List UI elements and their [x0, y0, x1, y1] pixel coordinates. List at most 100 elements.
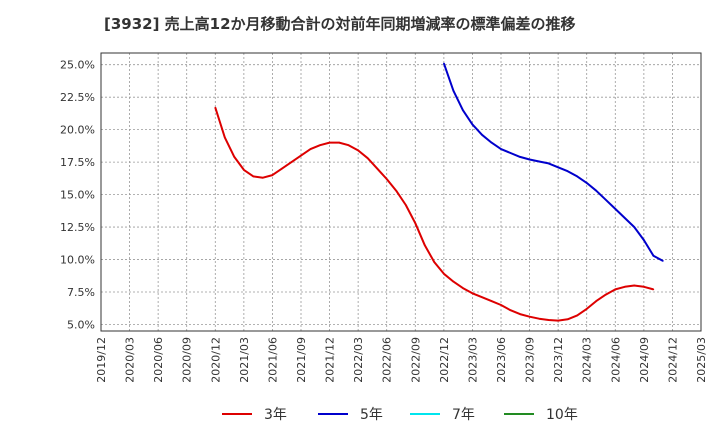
- data-point: [605, 293, 607, 296]
- data-point: [528, 158, 531, 161]
- data-point: [538, 317, 540, 320]
- data-point: [452, 89, 455, 92]
- data-point: [252, 175, 255, 178]
- x-tick-label: 2021/06: [266, 337, 279, 383]
- data-point: [566, 318, 569, 321]
- data-point: [643, 286, 645, 288]
- data-point: [462, 109, 464, 111]
- data-point: [233, 156, 236, 158]
- data-point: [652, 288, 655, 291]
- data-point: [357, 149, 359, 152]
- x-tick-label: 2020/06: [152, 337, 165, 383]
- x-tick-label: 2020/09: [181, 337, 194, 383]
- series-line-0: [214, 107, 654, 322]
- y-tick-label: 12.5%: [60, 221, 95, 234]
- x-axis-ticks: 2019/12 2020/03 2020/06 2020/09 2020/12 2021/…: [95, 337, 708, 383]
- data-point: [243, 169, 245, 171]
- data-point: [585, 182, 588, 184]
- x-tick-label: 2023/12: [552, 337, 565, 383]
- data-point: [624, 286, 626, 288]
- y-tick-label: 22.5%: [60, 91, 95, 104]
- data-point: [405, 204, 407, 206]
- data-point: [338, 141, 340, 144]
- data-point: [490, 141, 493, 144]
- y-tick-label: 10.0%: [60, 254, 95, 267]
- series-lines: [214, 62, 664, 322]
- y-tick-label: 7.5%: [67, 286, 95, 299]
- data-point: [614, 288, 617, 291]
- data-point: [481, 296, 483, 299]
- x-tick-label: 2024/12: [666, 337, 679, 383]
- data-point: [624, 217, 626, 219]
- x-tick-label: 2021/12: [324, 337, 337, 383]
- data-point: [462, 287, 464, 289]
- data-point: [271, 174, 274, 176]
- data-point: [585, 308, 588, 310]
- data-point: [395, 189, 398, 192]
- data-point: [509, 152, 512, 154]
- data-point: [509, 309, 512, 312]
- x-tick-label: 2022/12: [438, 337, 451, 383]
- y-tick-label: 25.0%: [60, 59, 95, 72]
- data-point: [262, 176, 264, 179]
- data-point: [519, 313, 521, 315]
- data-point: [281, 167, 283, 170]
- x-tick-label: 2023/09: [524, 337, 537, 383]
- data-point: [614, 208, 617, 210]
- data-point: [576, 314, 578, 317]
- x-tick-label: 2025/03: [695, 337, 708, 383]
- data-point: [547, 319, 550, 321]
- data-point: [595, 300, 597, 302]
- x-tick-label: 2020/12: [209, 337, 222, 383]
- data-point: [471, 292, 474, 295]
- data-point: [424, 244, 426, 247]
- data-point: [300, 154, 302, 157]
- data-point: [500, 148, 502, 150]
- data-point: [500, 304, 502, 306]
- x-tick-label: 2023/03: [466, 337, 479, 383]
- data-point: [433, 261, 436, 263]
- data-point: [443, 62, 445, 65]
- data-point: [376, 167, 379, 170]
- legend-label-0: 3年: [264, 407, 287, 423]
- data-point: [471, 123, 474, 126]
- data-point: [214, 106, 217, 109]
- data-point: [290, 161, 293, 163]
- x-tick-label: 2022/03: [352, 337, 365, 383]
- legend-label-2: 7年: [452, 407, 475, 423]
- series-line-1: [442, 63, 664, 262]
- data-point: [557, 166, 559, 169]
- data-point: [452, 280, 455, 283]
- data-point: [366, 157, 369, 159]
- data-point: [633, 284, 636, 287]
- x-tick-label: 2021/03: [238, 337, 251, 383]
- x-tick-label: 2021/09: [295, 337, 308, 383]
- y-tick-label: 20.0%: [60, 124, 95, 137]
- y-tick-label: 17.5%: [60, 156, 95, 169]
- y-axis-ticks: 5.0% 7.5% 10.0% 12.5% 15.0% 17.5% 20.0% 22.5% 25…: [60, 59, 95, 332]
- data-point: [528, 315, 531, 318]
- data-point: [414, 222, 417, 224]
- data-point: [652, 254, 655, 257]
- data-point: [662, 260, 664, 262]
- grid: [100, 53, 702, 331]
- data-point: [385, 178, 388, 180]
- x-tick-label: 2023/06: [495, 337, 508, 383]
- data-point: [605, 199, 607, 201]
- x-tick-label: 2020/03: [124, 337, 137, 383]
- chart-title: [3932] 売上高12か月移動合計の対前年同期増減率の標準偏差の推移: [104, 15, 576, 33]
- legend-label-1: 5年: [360, 407, 383, 423]
- legend: 3年 5年 7年 10年: [222, 407, 578, 423]
- data-point: [347, 144, 350, 146]
- data-point: [519, 156, 521, 158]
- legend-label-3: 10年: [546, 407, 578, 423]
- data-point: [481, 134, 483, 136]
- x-tick-label: 2019/12: [95, 337, 108, 383]
- y-tick-label: 5.0%: [67, 319, 95, 332]
- data-point: [490, 300, 493, 302]
- data-point: [557, 319, 559, 322]
- data-point: [224, 136, 226, 139]
- data-point: [328, 141, 331, 144]
- data-point: [547, 162, 550, 165]
